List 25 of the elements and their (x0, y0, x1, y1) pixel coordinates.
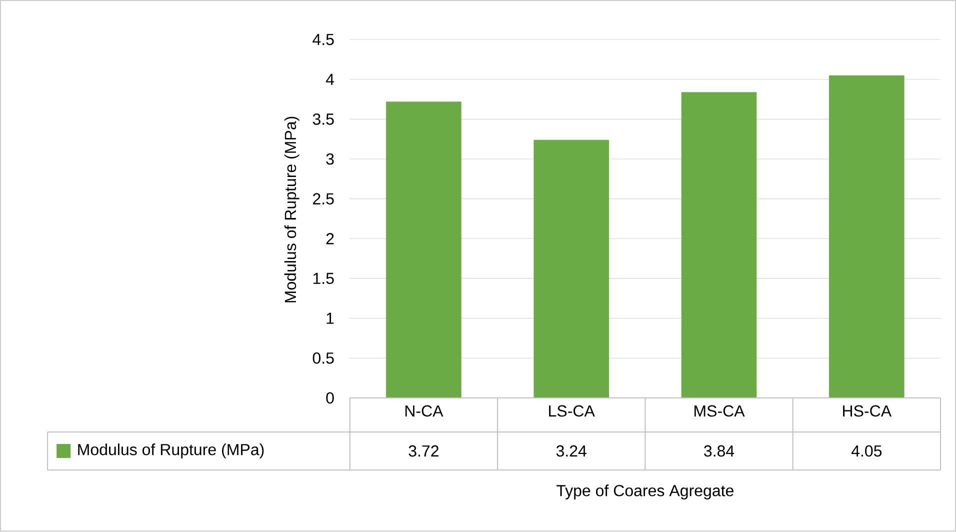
y-tick-label: 2.5 (313, 193, 334, 205)
y-tick-label: 3 (326, 154, 334, 165)
bar (534, 140, 610, 398)
data-label: 3.84 (704, 446, 734, 457)
legend-label: Modulus of Rupture (MPa) (78, 444, 264, 459)
y-tick-label: 2 (326, 233, 334, 244)
y-tick-label: 0.5 (312, 352, 334, 364)
y-tick-label: 0 (326, 392, 334, 404)
x-tick-label: MS-CA (694, 406, 745, 417)
x-tick-label: LS-CA (549, 406, 595, 417)
data-label: 4.05 (851, 446, 882, 457)
x-tick-label: N-CA (405, 406, 444, 417)
x-axis-title: Type of Coares Agregate (556, 484, 734, 500)
y-tick-label: 4.5 (312, 34, 334, 46)
y-tick-label: 1.5 (313, 273, 334, 284)
data-label: 3.24 (556, 446, 586, 457)
y-axis-title: Modulus of Rupture (MPa) (284, 117, 300, 303)
data-label: 3.72 (408, 446, 438, 457)
y-tick-label: 3.5 (312, 114, 334, 126)
y-tick-label: 4 (326, 74, 334, 86)
bar (681, 92, 757, 398)
bar (829, 76, 904, 398)
x-tick-label: HS-CA (843, 406, 892, 417)
bar (386, 102, 462, 398)
y-tick-label: 1 (326, 312, 334, 324)
